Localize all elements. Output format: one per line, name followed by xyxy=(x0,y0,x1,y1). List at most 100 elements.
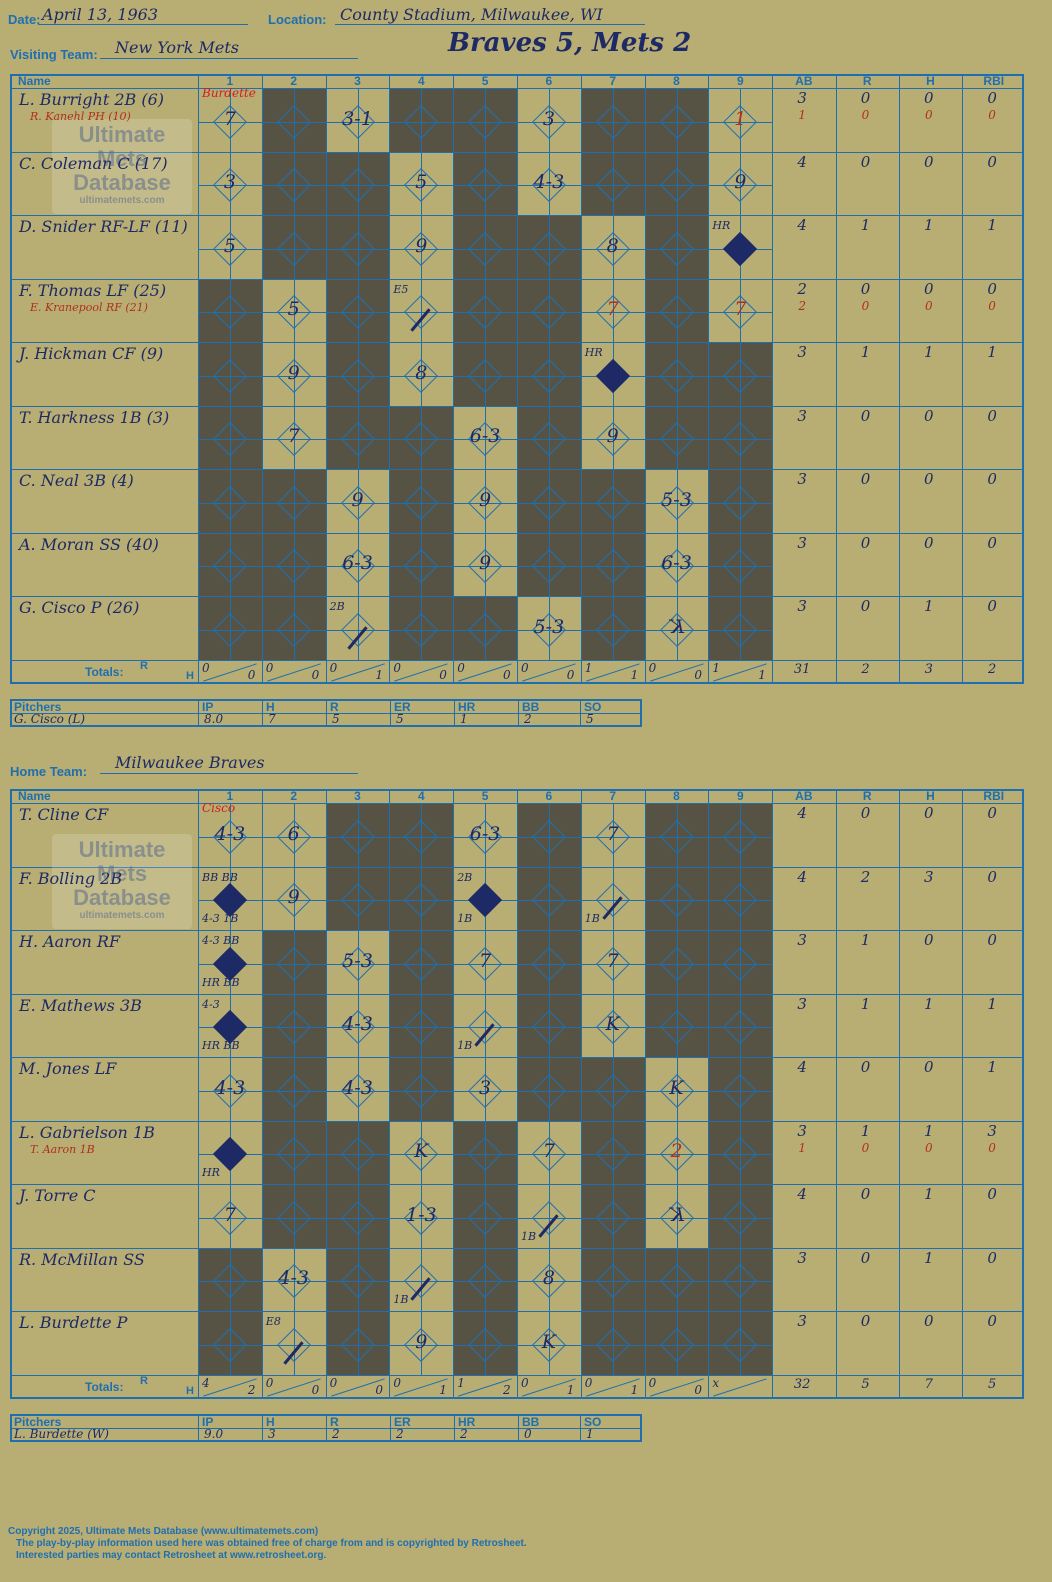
play-result: K xyxy=(541,1330,556,1353)
inning-cell xyxy=(644,930,709,994)
cell-guide-v xyxy=(421,278,423,342)
inning-runs: 1 xyxy=(712,660,721,675)
column-header-r: R xyxy=(862,789,872,803)
cell-guide-v xyxy=(548,803,550,867)
cell-guide-v xyxy=(357,803,359,867)
column-header-inning: 1 xyxy=(226,789,234,803)
cell-guide-v xyxy=(548,1311,550,1375)
cell-guide-h xyxy=(453,963,517,965)
stat-rbi: 0 xyxy=(987,406,997,425)
column-header-inning: 2 xyxy=(290,74,298,88)
inning-hits: 0 xyxy=(247,667,256,682)
play-note-top: E8 xyxy=(265,1315,281,1328)
inning-hits: 1 xyxy=(375,667,384,682)
pitchers-vline xyxy=(518,1414,519,1442)
play-result: K xyxy=(669,615,684,638)
inning-cell xyxy=(453,215,517,279)
stat-r: 0 xyxy=(860,1312,871,1330)
cell-guide-v xyxy=(548,930,550,994)
inning-cell xyxy=(453,596,517,660)
cell-guide-v xyxy=(740,151,742,215)
cell-guide-h xyxy=(453,502,517,504)
stat-ab: 3 xyxy=(797,89,807,107)
inning-cell xyxy=(708,1247,773,1311)
cell-guide-h xyxy=(708,566,773,568)
cell-guide-h xyxy=(708,1090,773,1092)
pitcher-col-r: R xyxy=(330,700,339,714)
cell-guide-v xyxy=(293,342,295,406)
pitcher-col-bb: BB xyxy=(522,1415,540,1429)
retrosheet-note: The play-by-play information used here w… xyxy=(16,1538,527,1549)
grid-vline xyxy=(835,74,837,684)
inning-hits: 2 xyxy=(503,1382,511,1397)
cell-guide-v xyxy=(229,1184,231,1248)
pitchers-vline xyxy=(198,1414,199,1442)
sub-stat-rbi: 0 xyxy=(988,298,996,313)
inning-hits: 1 xyxy=(566,1382,575,1397)
inning-cell xyxy=(325,1311,390,1375)
cell-guide-v xyxy=(421,803,423,867)
inning-cell xyxy=(389,993,454,1057)
cell-guide-v xyxy=(421,405,423,469)
play-result: 6-3 xyxy=(342,552,373,575)
inning-cell xyxy=(708,993,773,1057)
inning-hits: 0 xyxy=(311,1382,320,1397)
grid-hline xyxy=(10,532,1024,534)
inning-runs: 0 xyxy=(521,660,529,675)
play-result: 4-3 xyxy=(214,822,246,845)
cell-guide-h xyxy=(325,836,390,838)
play-result: 9 xyxy=(734,171,747,194)
inning-cell xyxy=(644,215,709,279)
column-header-inning: 3 xyxy=(354,74,361,88)
stat-r: 1 xyxy=(860,216,871,234)
cell-guide-h xyxy=(389,248,454,250)
cell-guide-h xyxy=(389,836,454,838)
stat-ab: 3 xyxy=(797,1248,807,1267)
inning-runs: 0 xyxy=(393,660,402,675)
play-result: 5-3 xyxy=(533,615,565,638)
stat-rbi: 0 xyxy=(987,597,997,615)
grid-vline xyxy=(389,789,391,1399)
stat-rbi: 0 xyxy=(987,1248,997,1267)
cell-guide-h xyxy=(644,963,709,965)
cell-guide-h xyxy=(644,375,709,377)
cell-guide-v xyxy=(357,1184,359,1248)
cell-guide-v xyxy=(357,469,359,533)
total-ab: 32 xyxy=(793,1376,811,1392)
play-note-bottom: 1B xyxy=(457,912,473,925)
cell-guide-h xyxy=(325,963,390,965)
total-ab: 31 xyxy=(793,661,811,677)
totals-r-key: R xyxy=(140,1374,148,1387)
date-underline xyxy=(38,24,248,25)
cell-guide-v xyxy=(357,596,359,660)
player-name: M. Jones LF xyxy=(19,1059,117,1078)
cell-guide-v xyxy=(548,596,550,660)
sub-stat-r: 0 xyxy=(861,108,870,122)
cell-guide-v xyxy=(740,1247,742,1311)
play-result: 7 xyxy=(606,949,619,972)
pitcher-col-ip: IP xyxy=(202,700,214,714)
play-result: 9 xyxy=(415,234,428,257)
stat-r: 0 xyxy=(860,597,871,615)
cell-guide-v xyxy=(676,993,678,1057)
stat-h: 0 xyxy=(924,152,934,171)
inning-cell xyxy=(389,532,454,596)
stat-r: 1 xyxy=(860,931,871,949)
cell-guide-v xyxy=(357,866,359,930)
inning-cell xyxy=(453,278,517,342)
cell-guide-v xyxy=(293,405,295,469)
play-result: 9 xyxy=(479,552,492,575)
cell-guide-v xyxy=(293,469,295,533)
player-name: J. Hickman CF (9) xyxy=(19,344,164,363)
play-result: 5-3 xyxy=(342,949,373,972)
grid-vline xyxy=(325,74,327,684)
cell-guide-v xyxy=(548,342,550,406)
cell-guide-v xyxy=(293,1057,295,1121)
column-header-inning: 6 xyxy=(545,789,553,803)
pitcher-stat-er: 2 xyxy=(396,1427,404,1441)
cell-guide-v xyxy=(676,1184,678,1248)
stat-ab: 3 xyxy=(797,406,807,425)
column-header-inning: 5 xyxy=(481,789,489,803)
cell-guide-v xyxy=(421,532,423,596)
player-name: T. Harkness 1B (3) xyxy=(19,407,170,427)
